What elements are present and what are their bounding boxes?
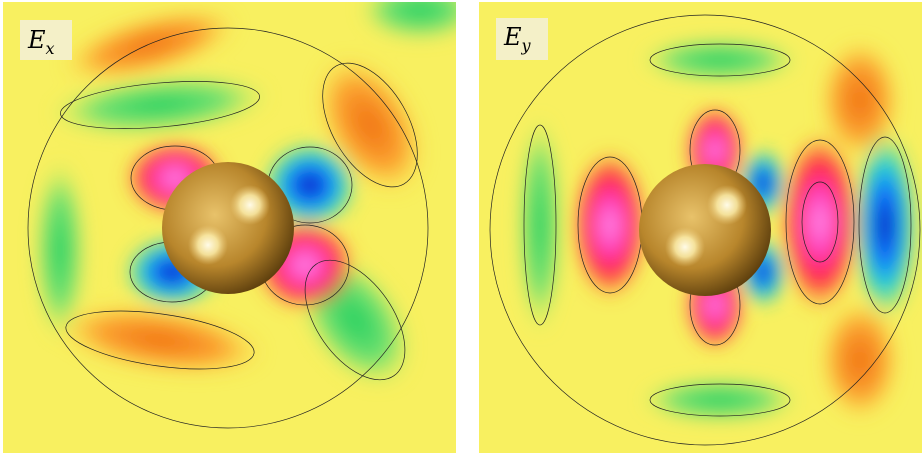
field-lobe: [572, 150, 648, 300]
figure: Ex Ey: [0, 0, 923, 456]
gold-sphere: [162, 162, 294, 294]
highlight: [707, 185, 747, 225]
label-symbol: E: [27, 26, 46, 54]
label-symbol: E: [503, 23, 522, 51]
ex-panel: Ex: [3, 0, 480, 453]
label-subscript: x: [46, 39, 55, 58]
field-lobe: [518, 115, 562, 335]
field-lobe: [640, 38, 800, 82]
label-subscript: y: [521, 36, 532, 55]
field-lobe: [640, 378, 800, 422]
field-lobe: [780, 132, 860, 312]
field-lobe: [35, 160, 85, 340]
highlight: [665, 227, 705, 267]
highlight: [230, 185, 270, 225]
gold-sphere: [639, 164, 771, 296]
ey-panel: Ey: [479, 2, 922, 453]
highlight: [188, 225, 228, 265]
